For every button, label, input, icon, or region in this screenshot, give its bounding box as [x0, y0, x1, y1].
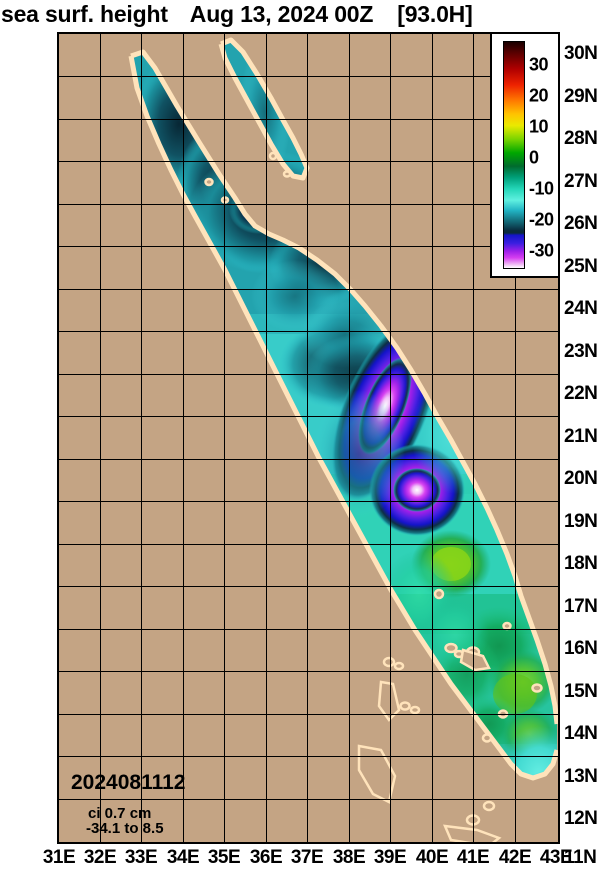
colorbar-tick-0: 0	[529, 147, 539, 168]
grid-line-lon-34e	[183, 34, 184, 842]
colorbar-tick-30: 30	[529, 54, 549, 75]
annotation-contour-interval: ci 0.7 cm	[88, 805, 152, 822]
y-tick-label-16n: 16N	[564, 638, 598, 659]
x-tick-label-38e: 38E	[332, 847, 366, 868]
grid-line-lat-16n	[59, 629, 558, 630]
grid-line-lon-32e	[100, 34, 101, 842]
colorbar-gradient[interactable]	[503, 41, 525, 269]
y-tick-label-15n: 15N	[564, 681, 598, 702]
annotation-value-range: -34.1 to 8.5	[86, 820, 164, 837]
colorbar-panel: 30 20 10 0 -10 -20 -30	[490, 32, 560, 278]
y-tick-label-26n: 26N	[564, 213, 598, 234]
x-tick-label-40e: 40E	[415, 847, 449, 868]
x-tick-label-42e: 42E	[498, 847, 532, 868]
grid-line-lon-39e	[390, 34, 391, 842]
grid-line-lat-22n	[59, 374, 558, 375]
grid-line-lon-35e	[224, 34, 225, 842]
x-tick-label-33e: 33E	[124, 847, 158, 868]
y-tick-label-21n: 21N	[564, 426, 598, 447]
y-tick-label-22n: 22N	[564, 383, 598, 404]
grid-line-lon-37e	[307, 34, 308, 842]
y-tick-label-14n: 14N	[564, 723, 598, 744]
grid-line-lat-12n	[59, 799, 558, 800]
title-forecast-tag: [93.0H]	[397, 0, 473, 27]
x-tick-label-34e: 34E	[166, 847, 200, 868]
y-tick-label-23n: 23N	[564, 341, 598, 362]
y-tick-label-25n: 25N	[564, 256, 598, 277]
grid-line-lon-38e	[349, 34, 350, 842]
y-tick-label-12n: 12N	[564, 808, 598, 829]
title-datetime: Aug 13, 2024 00Z	[189, 0, 374, 27]
grid-line-lat-23n	[59, 331, 558, 332]
grid-line-lon-33e	[141, 34, 142, 842]
grid-line-lat-25n	[59, 246, 558, 247]
y-tick-label-17n: 17N	[564, 596, 598, 617]
grid-line-lon-41e	[473, 34, 474, 842]
grid-line-lat-17n	[59, 586, 558, 587]
x-tick-label-39e: 39E	[373, 847, 407, 868]
x-tick-label-37e: 37E	[290, 847, 324, 868]
colorbar-tick-neg-10: -10	[529, 178, 554, 199]
grid-line-lat-29n	[59, 76, 558, 77]
colorbar-tick-neg-20: -20	[529, 209, 554, 230]
grid-line-lat-18n	[59, 544, 558, 545]
y-tick-label-24n: 24N	[564, 298, 598, 319]
page-title: sea surf. height Aug 13, 2024 00Z [93.0H…	[0, 0, 616, 29]
grid-line-lat-24n	[59, 289, 558, 290]
grid-line-lat-21n	[59, 416, 558, 417]
y-tick-label-18n: 18N	[564, 553, 598, 574]
x-tick-label-35e: 35E	[207, 847, 241, 868]
grid-line-lat-19n	[59, 501, 558, 502]
grid-line-lat-13n	[59, 756, 558, 757]
x-tick-label-36e: 36E	[249, 847, 283, 868]
y-tick-label-28n: 28N	[564, 128, 598, 149]
y-tick-label-29n: 29N	[564, 86, 598, 107]
grid-line-lat-27n	[59, 161, 558, 162]
map-plot-area[interactable]	[57, 32, 560, 844]
y-tick-label-19n: 19N	[564, 511, 598, 532]
x-tick-label-41e: 41E	[456, 847, 490, 868]
y-tick-label-20n: 20N	[564, 468, 598, 489]
title-variable: sea surf. height	[1, 0, 168, 27]
y-tick-label-11n: 11N	[564, 847, 597, 868]
grid-line-lat-28n	[59, 119, 558, 120]
y-tick-label-13n: 13N	[564, 766, 598, 787]
grid-line-lat-26n	[59, 204, 558, 205]
y-tick-label-30n: 30N	[564, 43, 598, 64]
grid-line-lon-40e	[432, 34, 433, 842]
grid-line-lat-14n	[59, 714, 558, 715]
colorbar-tick-10: 10	[529, 116, 549, 137]
colorbar-tick-20: 20	[529, 85, 549, 106]
x-tick-label-31e: 31E	[42, 847, 76, 868]
grid-line-lon-42e	[515, 34, 516, 842]
grid-line-lat-15n	[59, 671, 558, 672]
y-tick-label-27n: 27N	[564, 171, 598, 192]
x-tick-label-32e: 32E	[83, 847, 117, 868]
colorbar-tick-neg-30: -30	[529, 240, 554, 261]
grid-line-lat-20n	[59, 459, 558, 460]
annotation-run-id: 2024081112	[71, 771, 186, 794]
sea-surface-height-field	[59, 34, 558, 842]
grid-line-lon-36e	[266, 34, 267, 842]
x-tick-label-43e: 43E	[539, 847, 573, 868]
